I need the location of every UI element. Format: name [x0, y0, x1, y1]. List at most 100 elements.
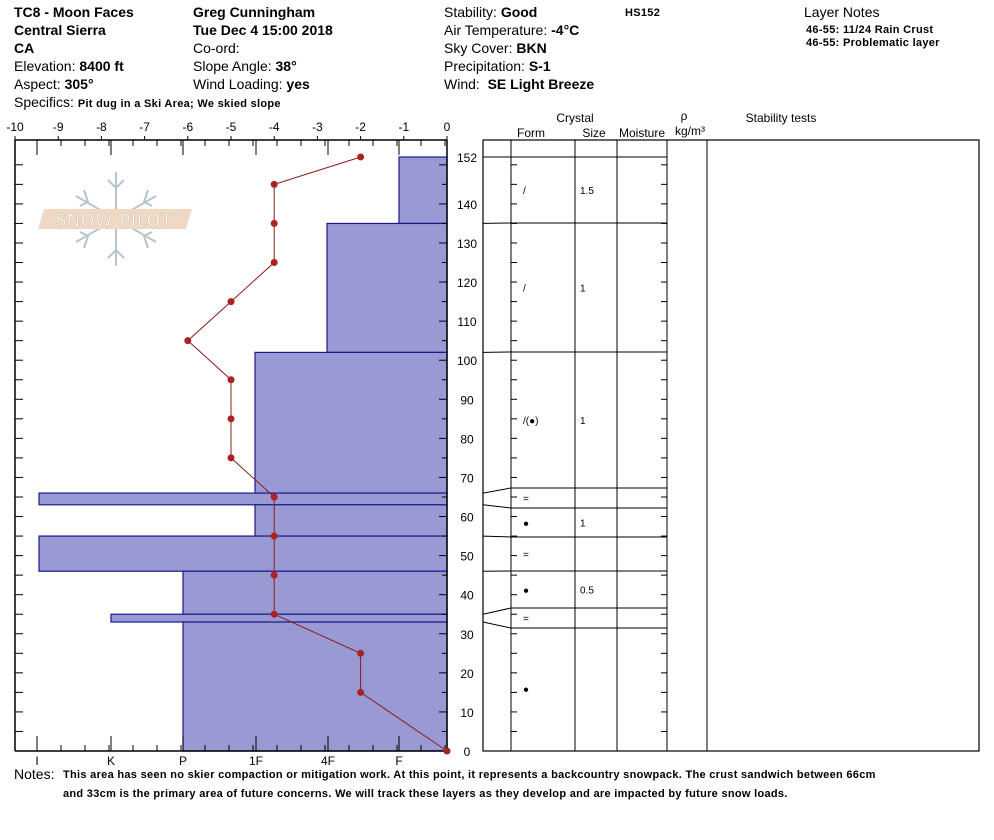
stability-tests-header: Stability tests	[746, 111, 817, 125]
temperature-point	[227, 298, 235, 306]
hardness-layer-bar	[182, 621, 448, 752]
slope-angle: Slope Angle: 38°	[193, 59, 297, 73]
crystal-form: =	[523, 550, 529, 561]
hardness-tick-label: F	[395, 754, 402, 768]
depth-tick-label: 0	[464, 745, 471, 759]
temp-tick-label: -2	[355, 120, 366, 134]
depth-tick-label: 50	[460, 550, 474, 564]
depth-tick-label: 120	[457, 276, 477, 290]
stability-value: Good	[500, 4, 538, 20]
temperature-point	[270, 532, 278, 540]
temp-tick-label: -8	[96, 120, 107, 134]
layer-note: 46-55: Problematic layer	[806, 37, 940, 49]
wind-value: SE Light Breeze	[487, 76, 595, 92]
temp-tick-label: 0	[444, 120, 451, 134]
layer-boundary-line	[482, 621, 667, 629]
observation-datetime: Tue Dec 4 15:00 2018	[193, 22, 333, 38]
depth-tick-label: 90	[460, 393, 474, 407]
layer-note: 46-55: 11/24 Rain Crust	[806, 24, 934, 36]
crystal-header: Crystal	[556, 111, 593, 125]
density-unit-header: kg/m³	[675, 124, 705, 138]
depth-tick-label: 10	[460, 706, 474, 720]
range-name: Central Sierra	[14, 22, 106, 38]
hardness-layer-bar	[398, 156, 448, 225]
precipitation: Precipitation: S-1	[444, 59, 551, 73]
temperature-point	[184, 337, 192, 345]
notes-line-1: This area has seen no skier compaction o…	[63, 769, 876, 781]
hardness-tick-label: I	[35, 754, 38, 768]
slope-label: Slope Angle:	[193, 58, 276, 74]
temp-tick-label: -3	[312, 120, 323, 134]
temperature-point	[357, 153, 365, 161]
temperature-line	[187, 156, 448, 752]
hardness-layer-bar	[38, 535, 448, 572]
crystal-form: =	[523, 614, 529, 625]
hardness-tick-label: P	[179, 754, 187, 768]
depth-tick-label: 20	[460, 667, 474, 681]
sky-cover: Sky Cover: BKN	[444, 41, 547, 55]
crystal-size: 0.5	[580, 586, 594, 597]
temperature-point	[270, 610, 278, 618]
specifics: Specifics: Pit dug in a Ski Area; We ski…	[14, 95, 281, 110]
crystal-form: /(●)	[523, 416, 538, 427]
notes-label: Notes:	[14, 766, 55, 782]
temp-tick-label: -5	[226, 120, 237, 134]
logo-text: SNOW PILOT	[56, 211, 173, 231]
depth-tick-label: 130	[457, 237, 477, 251]
hardness-layer-bar	[38, 492, 448, 506]
stability: Stability: Good	[444, 5, 537, 19]
crystal-form: ●	[523, 684, 529, 695]
crystal-form: =	[523, 494, 529, 505]
layer-table-border	[482, 139, 980, 752]
location-name: TC8 - Moon Faces	[14, 4, 134, 20]
aspect-value: 305°	[64, 76, 94, 92]
depth-tick-label: 110	[457, 315, 476, 329]
observer-name: Greg Cunningham	[193, 4, 316, 20]
temperature-point	[227, 376, 235, 384]
air-temp-label: Air Temperature:	[444, 22, 552, 38]
layer-boundary-line	[482, 607, 667, 615]
air-temperature: Air Temperature: -4°C	[444, 23, 579, 37]
depth-tick-label: 40	[460, 589, 474, 603]
temp-tick-label: -1	[398, 120, 409, 134]
temp-tick-label: -6	[182, 120, 193, 134]
temperature-point	[227, 415, 235, 423]
temperature-point	[357, 688, 365, 696]
logo-banner	[38, 209, 192, 229]
hardness-layer-bar	[110, 613, 448, 623]
hardness-tick-label: K	[107, 754, 115, 768]
temp-tick-label: -7	[139, 120, 150, 134]
form-header: Form	[517, 126, 545, 140]
crystal-size: 1	[580, 284, 586, 295]
depth-tick-label: 152	[457, 151, 477, 165]
temp-tick-label: -9	[53, 120, 64, 134]
hardness-tick-label: 4F	[321, 754, 335, 768]
depth-tick-label: 60	[460, 511, 474, 525]
crystal-form: /	[523, 284, 526, 295]
sky-label: Sky Cover:	[444, 40, 517, 56]
specifics-value: Pit dug in a Ski Area; We skied slope	[77, 98, 281, 110]
wind-label: Wind:	[444, 76, 488, 92]
stability-label: Stability:	[444, 4, 501, 20]
hardness-layer-bar	[254, 504, 448, 537]
temperature-point	[270, 219, 278, 227]
temperature-point	[270, 493, 278, 501]
wind-loading-value: yes	[286, 76, 310, 92]
moisture-header: Moisture	[619, 126, 665, 140]
crystal-size: 1.5	[580, 186, 594, 197]
slope-value: 38°	[275, 58, 297, 74]
temp-tick-label: -4	[269, 120, 280, 134]
crystal-size: 1	[580, 519, 586, 530]
temperature-point	[227, 454, 235, 462]
air-temp-value: -4°C	[551, 22, 580, 38]
crystal-form: ●	[523, 519, 529, 530]
temperature-point	[270, 180, 278, 188]
specifics-label: Specifics:	[14, 94, 78, 110]
precip-value: S-1	[528, 58, 551, 74]
depth-tick-label: 100	[457, 354, 477, 368]
wind-loading-label: Wind Loading:	[193, 76, 287, 92]
wind: Wind: SE Light Breeze	[444, 77, 594, 91]
aspect-label: Aspect:	[14, 76, 65, 92]
